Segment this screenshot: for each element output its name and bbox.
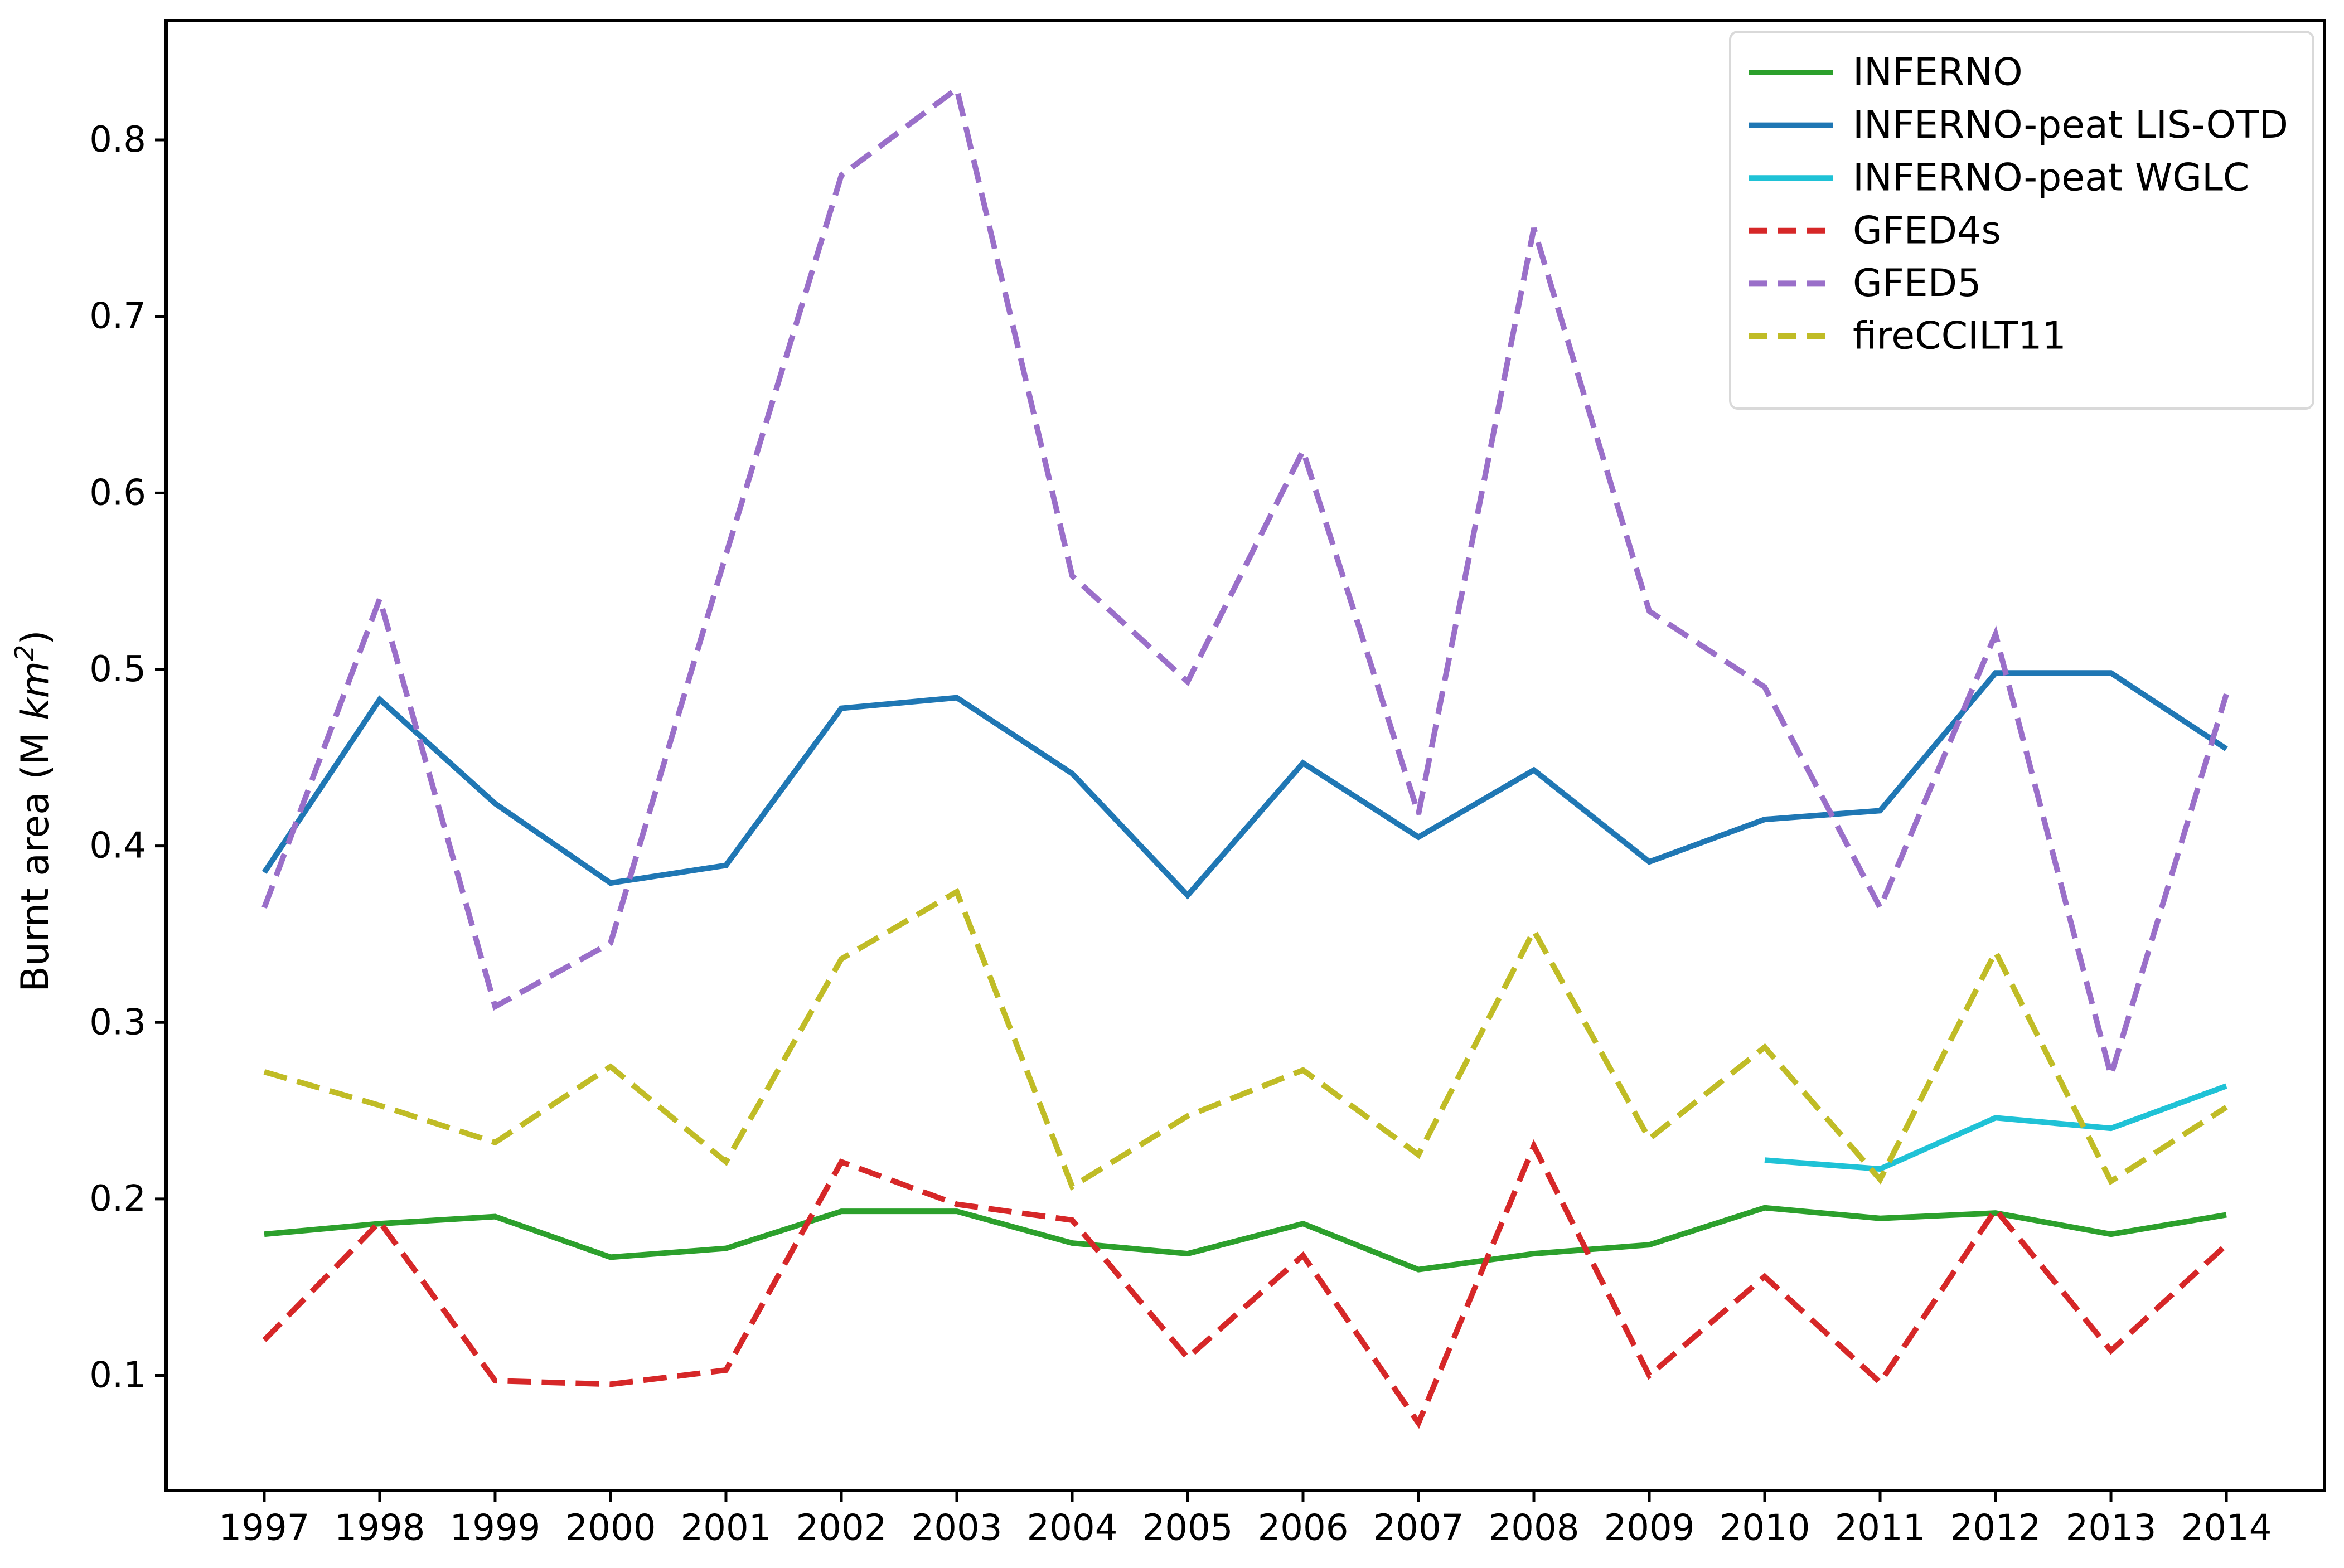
x-tick-label: 1999	[450, 1507, 541, 1548]
x-tick-label: 2001	[681, 1507, 772, 1548]
legend-item-inferno-peat-lis-otd: INFERNO-peat LIS-OTD	[1749, 103, 2288, 147]
legend-label: GFED4s	[1853, 208, 2001, 253]
axes-frame	[164, 19, 2326, 1492]
legend-item-fireccilt11: fireCCILT11	[1749, 314, 2066, 358]
x-tick-label: 2002	[796, 1507, 887, 1548]
x-tick-label: 2007	[1373, 1507, 1464, 1548]
x-tick-label: 1997	[219, 1507, 310, 1548]
y-tick-label: 0.3	[89, 1002, 146, 1043]
legend-item-inferno-peat-wglc: INFERNO-peat WGLC	[1749, 156, 2249, 200]
x-tick-label: 1998	[335, 1507, 425, 1548]
y-tick-label: 0.4	[89, 826, 146, 867]
legend-box	[1729, 31, 2314, 410]
y-tick-label: 0.5	[89, 649, 146, 690]
legend-label: INFERNO-peat WGLC	[1853, 156, 2249, 200]
x-tick-label: 2005	[1142, 1507, 1233, 1548]
x-tick-label: 2013	[2066, 1507, 2157, 1548]
legend-item-gfed5: GFED5	[1749, 261, 1981, 305]
series-line-inferno	[264, 1205, 2227, 1273]
x-tick-label: 2010	[1720, 1507, 1810, 1548]
series-line-gfed4s	[262, 1139, 2229, 1429]
legend-label: GFED5	[1853, 261, 1981, 305]
y-tick-label: 0.8	[89, 119, 146, 161]
x-tick-label: 2008	[1489, 1507, 1580, 1548]
series-line-inferno-peat-wglc	[1764, 1083, 2227, 1172]
y-axis-label: Burnt area (M km2)	[9, 630, 57, 992]
x-tick-label: 2014	[2181, 1507, 2272, 1548]
series-line-gfed5	[261, 84, 2229, 1086]
legend-item-inferno: INFERNO	[1749, 51, 2023, 95]
y-tick-label: 0.6	[89, 472, 146, 513]
x-tick-label: 2011	[1835, 1507, 1926, 1548]
series-line-inferno-peat-lis-otd	[261, 670, 2228, 900]
legend-label: INFERNO	[1853, 51, 2023, 95]
y-tick-label: 0.2	[89, 1178, 146, 1220]
legend-item-gfed4s: GFED4s	[1749, 208, 2001, 253]
x-tick-label: 2012	[1950, 1507, 2041, 1548]
y-tick-label: 0.1	[89, 1355, 146, 1396]
x-tick-label: 2000	[565, 1507, 656, 1548]
x-tick-label: 2003	[912, 1507, 1003, 1548]
series-line-fireccilt11	[263, 887, 2228, 1191]
legend-label: INFERNO-peat LIS-OTD	[1853, 103, 2288, 147]
x-tick-label: 2006	[1258, 1507, 1349, 1548]
y-tick-label: 0.7	[89, 296, 146, 337]
legend-label: fireCCILT11	[1853, 314, 2066, 358]
x-tick-label: 2004	[1027, 1507, 1118, 1548]
x-tick-label: 2009	[1604, 1507, 1695, 1548]
